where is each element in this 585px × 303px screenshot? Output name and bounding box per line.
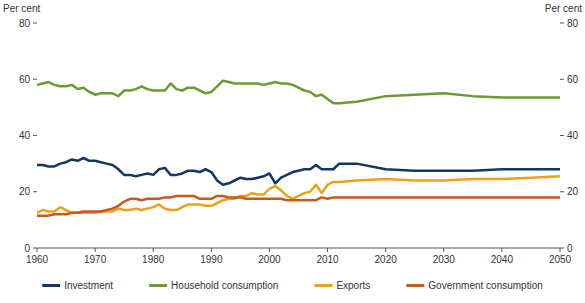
y-tick — [33, 23, 37, 24]
legend-label: Exports — [336, 280, 370, 291]
y2-tick-label: 0 — [567, 243, 573, 254]
x-axis-line — [37, 248, 560, 249]
y2-tick-label: 20 — [567, 186, 579, 197]
x-tick — [211, 248, 212, 252]
x-tick-label: 1980 — [142, 254, 165, 265]
y-tick — [33, 135, 37, 136]
y-tick-label: 80 — [19, 18, 31, 29]
y-axis-title: Per cent — [3, 3, 40, 14]
y-tick-label: 0 — [24, 243, 30, 254]
x-tick — [443, 248, 444, 252]
plot-area — [37, 81, 560, 216]
y2-tick — [560, 79, 564, 80]
y-tick — [33, 191, 37, 192]
x-tick — [37, 248, 38, 252]
series-line — [37, 158, 560, 185]
x-tick — [153, 248, 154, 252]
x-tick-label: 2050 — [549, 254, 572, 265]
legend: Investment Household consumption Exports Go… — [42, 280, 543, 291]
legend-swatch — [314, 284, 332, 287]
x-tick-label: 1990 — [200, 254, 223, 265]
y-tick-label: 20 — [19, 186, 31, 197]
x-tick-label: 1970 — [84, 254, 107, 265]
legend-label: Investment — [64, 280, 113, 291]
x-tick-label: 1960 — [26, 254, 49, 265]
legend-label: Government consumption — [428, 280, 543, 291]
y2-tick-label: 40 — [567, 130, 579, 141]
x-tick — [269, 248, 270, 252]
legend-swatch — [42, 284, 60, 287]
x-tick-label: 2020 — [375, 254, 398, 265]
y-tick — [33, 248, 37, 249]
x-tick — [501, 248, 502, 252]
y2-tick — [560, 248, 564, 249]
y-tick-label: 60 — [19, 74, 31, 85]
y-tick-label: 40 — [19, 130, 31, 141]
x-tick — [560, 248, 561, 252]
x-tick-label: 2010 — [316, 254, 339, 265]
x-tick-label: 2000 — [258, 254, 281, 265]
legend-swatch — [149, 284, 167, 287]
legend-swatch — [406, 284, 424, 287]
y2-axis-title: Per cent — [545, 3, 582, 14]
series-line — [37, 196, 560, 216]
x-tick-label: 2030 — [433, 254, 456, 265]
y2-tick — [560, 135, 564, 136]
series-line — [37, 81, 560, 104]
x-tick — [385, 248, 386, 252]
y2-tick-label: 60 — [567, 74, 579, 85]
y2-tick-label: 80 — [567, 18, 579, 29]
y2-tick — [560, 23, 564, 24]
y2-tick — [560, 191, 564, 192]
y-tick — [33, 79, 37, 80]
chart: Per centPer cent020406080020406080196019… — [0, 0, 585, 303]
x-tick — [95, 248, 96, 252]
x-tick — [327, 248, 328, 252]
x-tick-label: 2040 — [491, 254, 514, 265]
legend-label: Household consumption — [171, 280, 278, 291]
